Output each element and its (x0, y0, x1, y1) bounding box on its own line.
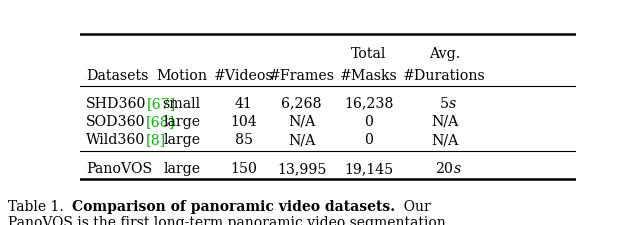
Text: s: s (454, 161, 461, 175)
Text: Wild360: Wild360 (86, 133, 145, 146)
Text: [8]: [8] (145, 133, 166, 146)
Text: SHD360: SHD360 (86, 96, 147, 110)
Text: 0: 0 (364, 115, 373, 128)
Text: large: large (163, 161, 200, 175)
Text: [68]: [68] (145, 115, 175, 128)
Text: 0: 0 (364, 133, 373, 146)
Text: SOD360: SOD360 (86, 115, 145, 128)
Text: 5: 5 (440, 96, 449, 110)
Text: #Videos: #Videos (214, 69, 273, 83)
Text: Comparison of panoramic video datasets.: Comparison of panoramic video datasets. (72, 199, 395, 213)
Text: 20: 20 (436, 161, 454, 175)
Text: 85: 85 (235, 133, 253, 146)
Text: large: large (163, 115, 200, 128)
Text: large: large (163, 133, 200, 146)
Text: Motion: Motion (156, 69, 207, 83)
Text: 41: 41 (235, 96, 253, 110)
Text: #Durations: #Durations (403, 69, 486, 83)
Text: small: small (163, 96, 201, 110)
Text: Datasets: Datasets (86, 69, 148, 83)
Text: 13,995: 13,995 (277, 161, 326, 175)
Text: Avg.: Avg. (429, 47, 460, 61)
Text: 6,268: 6,268 (282, 96, 322, 110)
Text: PanoVOS is the first long-term panoramic video segmentation: PanoVOS is the first long-term panoramic… (8, 215, 445, 225)
Text: s: s (449, 96, 456, 110)
Text: #Masks: #Masks (340, 69, 397, 83)
Text: 150: 150 (230, 161, 257, 175)
Text: Table 1.: Table 1. (8, 199, 72, 213)
Text: #Frames: #Frames (269, 69, 335, 83)
Text: 16,238: 16,238 (344, 96, 394, 110)
Text: N/A: N/A (288, 115, 316, 128)
Text: N/A: N/A (431, 133, 458, 146)
Text: 104: 104 (230, 115, 257, 128)
Text: N/A: N/A (288, 133, 316, 146)
Text: [67]: [67] (147, 96, 176, 110)
Text: N/A: N/A (431, 115, 458, 128)
Text: 19,145: 19,145 (344, 161, 394, 175)
Text: Our: Our (395, 199, 431, 213)
Text: PanoVOS: PanoVOS (86, 161, 152, 175)
Text: Total: Total (351, 47, 387, 61)
